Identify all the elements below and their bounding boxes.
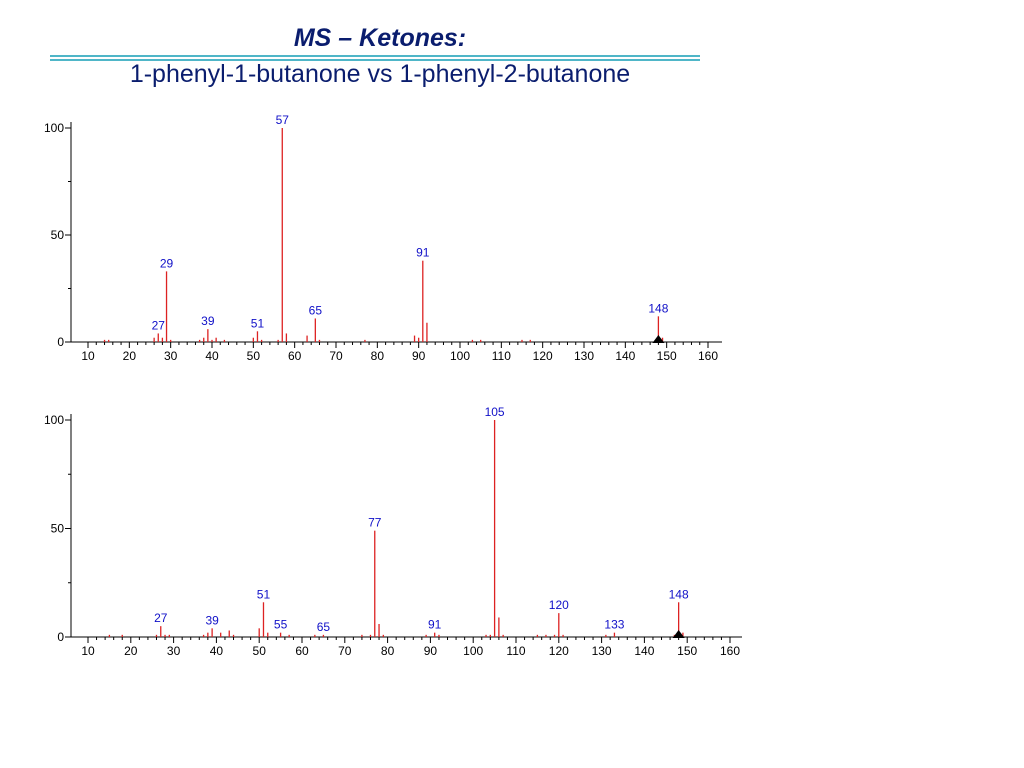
peak-label: 148 xyxy=(669,587,689,601)
peak-label: 51 xyxy=(257,587,271,601)
x-tick-label: 130 xyxy=(574,349,594,363)
x-tick-label: 30 xyxy=(164,349,178,363)
x-tick-label: 30 xyxy=(167,644,181,658)
peak-label: 51 xyxy=(251,316,265,330)
y-tick-label: 0 xyxy=(57,335,64,349)
x-tick-label: 60 xyxy=(288,349,302,363)
x-tick-label: 100 xyxy=(463,644,483,658)
peak-label: 91 xyxy=(416,246,430,260)
x-tick-label: 140 xyxy=(615,349,635,363)
x-tick-label: 20 xyxy=(124,644,138,658)
peak-label: 120 xyxy=(549,598,569,612)
y-tick-label: 50 xyxy=(51,228,65,242)
x-tick-label: 40 xyxy=(205,349,219,363)
x-tick-label: 50 xyxy=(253,644,267,658)
y-tick-label: 100 xyxy=(44,121,64,135)
x-tick-label: 120 xyxy=(533,349,553,363)
slide-title: MS – Ketones: xyxy=(293,24,467,52)
molecular-ion-marker xyxy=(652,335,665,343)
peak-label: 39 xyxy=(205,613,219,627)
peak-label: 65 xyxy=(317,620,331,634)
x-tick-label: 40 xyxy=(210,644,224,658)
title-rule-top xyxy=(50,55,700,57)
x-tick-label: 10 xyxy=(81,644,95,658)
mass-spectrum-bottom: 0 50 100 10 20 30 40 50 60 70 80 90 100 110 120 130 140 1… xyxy=(44,405,742,658)
peak-label: 55 xyxy=(274,618,288,632)
y-tick-label: 50 xyxy=(51,522,65,536)
x-tick-label: 100 xyxy=(450,349,470,363)
peak-label: 105 xyxy=(485,405,505,419)
peak-label: 91 xyxy=(428,618,442,632)
peak-label: 57 xyxy=(276,113,290,127)
x-tick-label: 160 xyxy=(698,349,718,363)
peak-label: 148 xyxy=(648,301,668,315)
x-tick-label: 80 xyxy=(381,644,395,658)
x-tick-label: 110 xyxy=(506,644,525,658)
slide-subtitle: 1-phenyl-1-butanone vs 1-phenyl-2-butano… xyxy=(129,60,631,88)
peak-label: 39 xyxy=(201,314,215,328)
x-tick-label: 10 xyxy=(81,349,95,363)
x-tick-label: 160 xyxy=(720,644,740,658)
x-tick-label: 150 xyxy=(657,349,677,363)
x-tick-label: 120 xyxy=(549,644,569,658)
y-tick-label: 100 xyxy=(44,413,64,427)
peak-label: 133 xyxy=(604,618,624,632)
x-tick-label: 90 xyxy=(424,644,438,658)
peak-label: 29 xyxy=(160,256,174,270)
y-tick-label: 0 xyxy=(57,630,64,644)
x-tick-label: 20 xyxy=(123,349,137,363)
title-rule-bottom xyxy=(50,59,700,61)
x-tick-label: 50 xyxy=(247,349,261,363)
molecular-ion-marker xyxy=(672,630,685,638)
mass-spectrum-top: 0 50 100 10 20 30 40 50 60 70 80 90 100 110 120 130 140 1… xyxy=(44,113,722,363)
peak-label: 65 xyxy=(309,303,323,317)
peak-label: 77 xyxy=(368,516,382,530)
x-tick-label: 110 xyxy=(492,349,511,363)
peak-label: 27 xyxy=(152,318,166,332)
peak-label: 27 xyxy=(154,611,168,625)
x-tick-label: 80 xyxy=(371,349,385,363)
x-tick-label: 60 xyxy=(295,644,309,658)
x-tick-label: 90 xyxy=(412,349,426,363)
x-tick-label: 140 xyxy=(634,644,654,658)
x-tick-label: 130 xyxy=(592,644,612,658)
x-tick-label: 150 xyxy=(677,644,697,658)
x-tick-label: 70 xyxy=(338,644,352,658)
x-tick-label: 70 xyxy=(329,349,343,363)
